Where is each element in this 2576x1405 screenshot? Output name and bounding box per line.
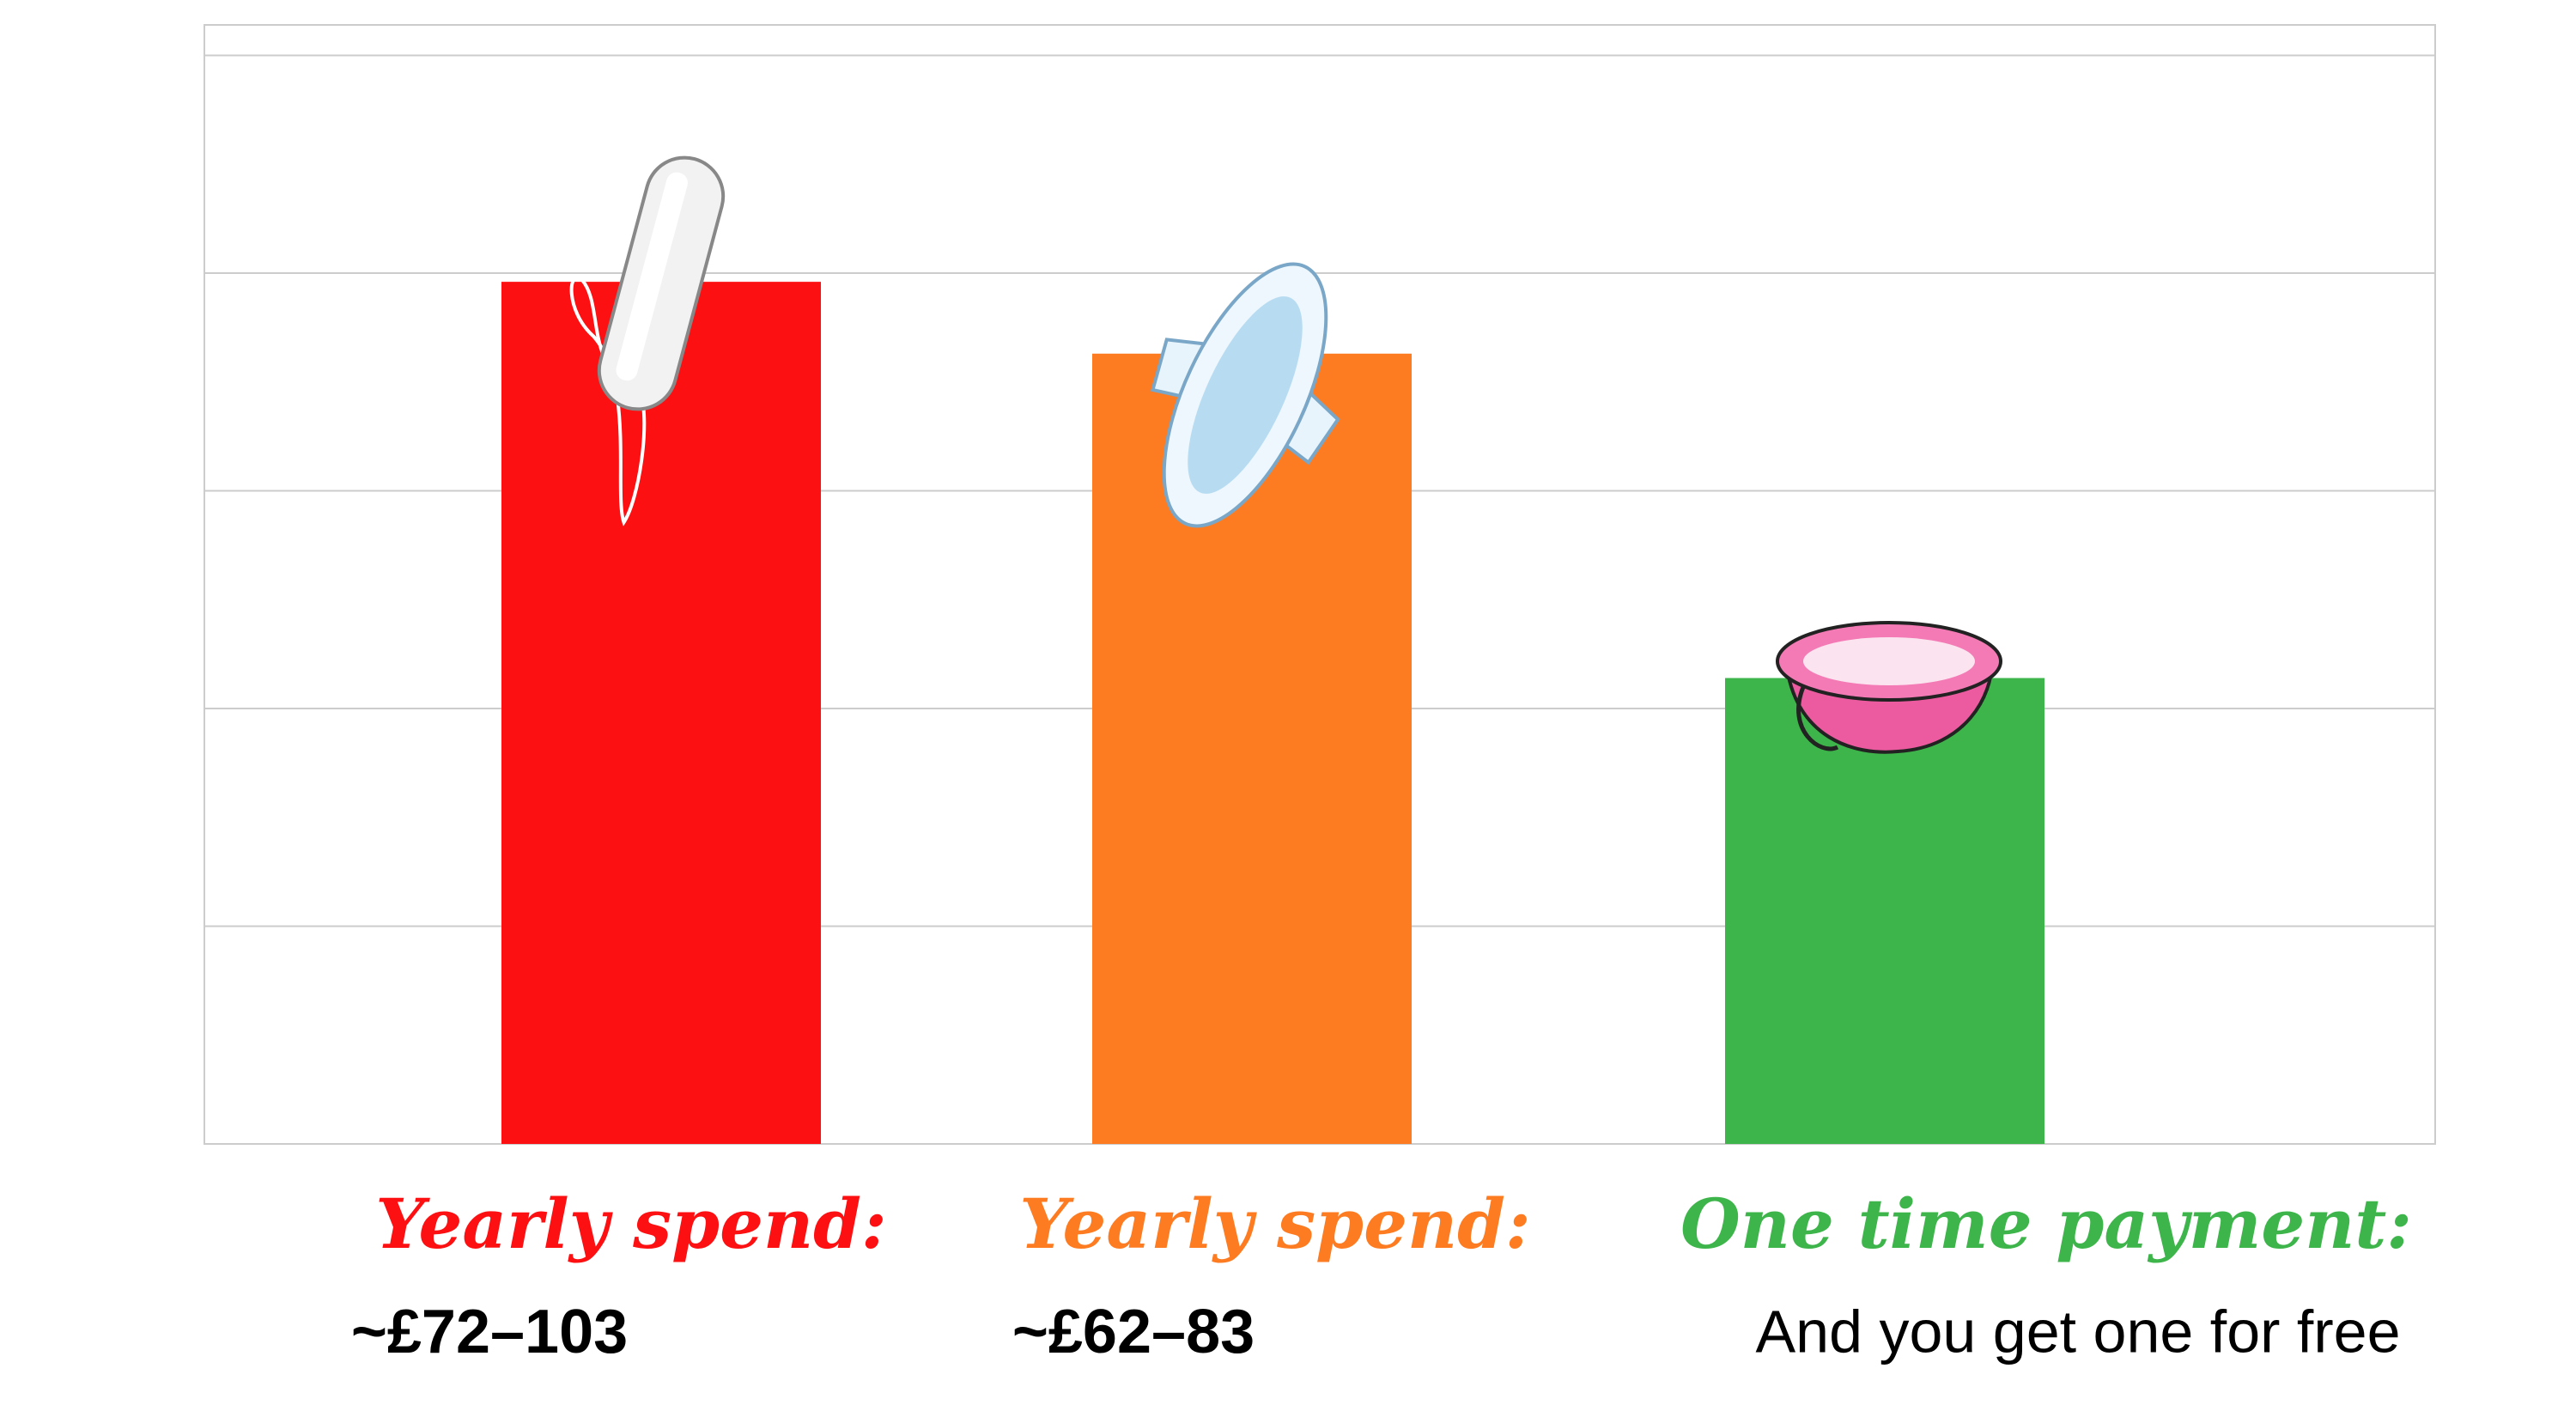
pad-icon (1150, 262, 1340, 528)
tampon-icon (569, 155, 726, 526)
bar (1725, 678, 2044, 1144)
category-label: Yearly spend: (1019, 1183, 1530, 1264)
bars (204, 54, 2435, 1145)
sub-label: And you get one for free (1755, 1298, 2400, 1365)
cup-icon (1776, 621, 2002, 754)
category-label: Yearly spend: (375, 1183, 886, 1264)
icons (569, 155, 2002, 754)
sub-label: ~£72–103 (351, 1298, 628, 1366)
category-label: One time payment: (1680, 1183, 2412, 1264)
sub-label: ~£62–83 (1012, 1298, 1255, 1366)
labels: Yearly spend: ~£72–103 Yearly spend: ~£62–8… (351, 1183, 2412, 1366)
bar (501, 282, 821, 1144)
